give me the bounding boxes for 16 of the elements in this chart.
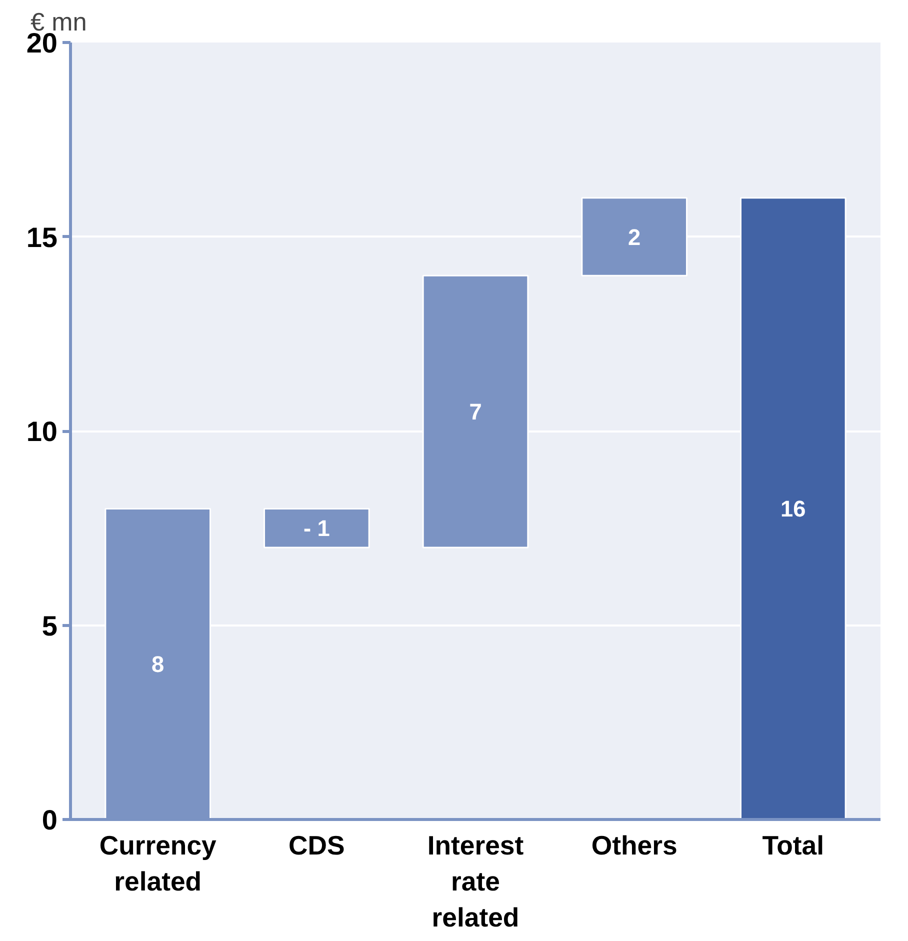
bar: [422, 274, 529, 548]
x-tick-label: Interest rate related: [427, 830, 524, 932]
x-tick-label: CDS: [288, 830, 345, 860]
data-label: - 1: [303, 515, 330, 542]
x-tick-label: Total: [762, 830, 824, 860]
data-label: 2: [628, 224, 641, 250]
y-tick-label: 0: [42, 804, 58, 836]
data-label: 16: [780, 496, 806, 522]
x-tick-label: Others: [591, 830, 678, 860]
y-tick-label: 15: [26, 222, 58, 253]
y-tick-label: 10: [26, 416, 58, 447]
y-tick-label: 5: [42, 610, 58, 642]
data-label: 8: [152, 651, 164, 678]
bar: [264, 508, 370, 548]
x-tick-label: Currency related: [99, 830, 217, 896]
data-label: 7: [469, 398, 482, 425]
